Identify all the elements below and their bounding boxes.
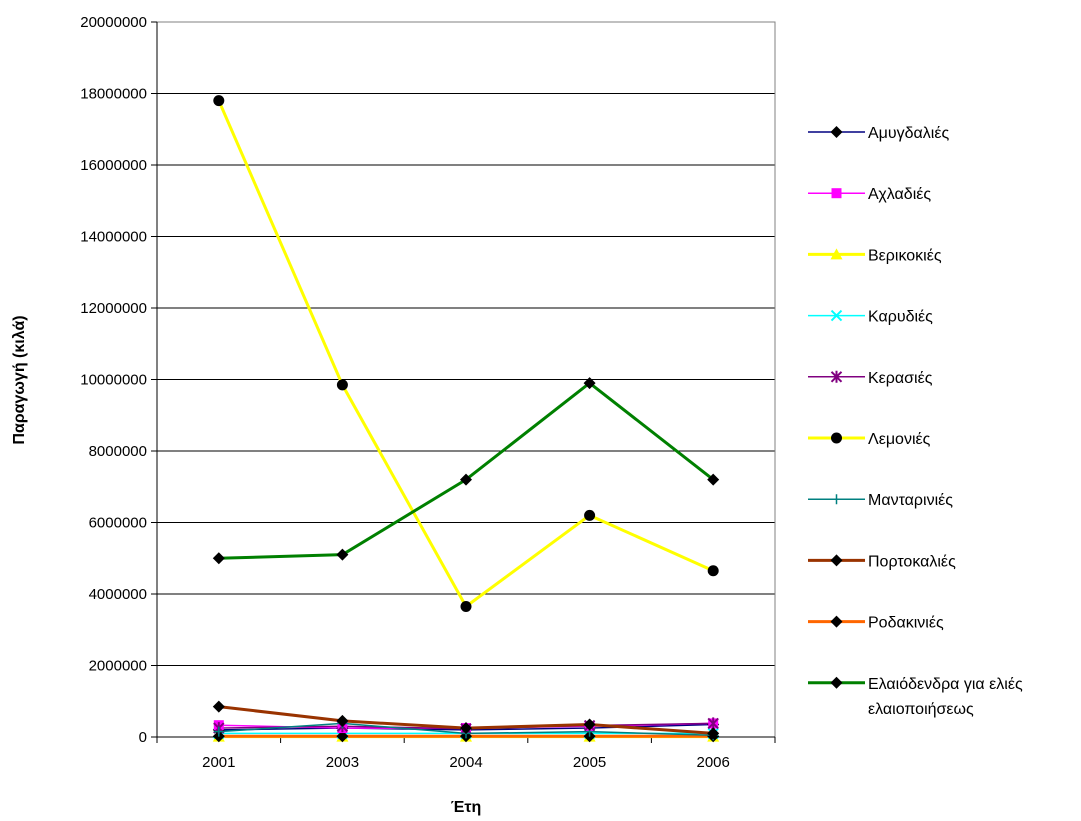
y-tick-label: 4000000 [89, 586, 147, 603]
legend-label: Αμυγδαλιές [868, 125, 949, 142]
legend-item: Πορτοκαλιές [808, 553, 956, 570]
y-axis: 0 2000000 4000000 6000000 8000000 10000000 120… [80, 14, 158, 746]
legend-marker [830, 554, 843, 567]
data-point [707, 727, 720, 740]
data-point [584, 509, 596, 521]
legend-marker [831, 432, 842, 444]
series-lines [217, 100, 715, 739]
data-point [460, 473, 472, 486]
y-tick-label: 14000000 [80, 229, 147, 246]
legend-marker [831, 494, 842, 505]
legend-marker [830, 370, 843, 383]
legend-marker [830, 615, 843, 628]
y-tick-label: 12000000 [80, 300, 147, 317]
legend-item: Ελαιόδενδρα για ελιές ελαιοποιήσεως [808, 676, 1023, 718]
legend-label: Λεμονιές [868, 431, 931, 448]
series-line [218, 381, 715, 560]
y-axis-title: Παραγωγή (κιλά) [11, 315, 28, 444]
data-point [583, 718, 596, 731]
data-point [336, 548, 349, 561]
legend-label: Πορτοκαλιές [868, 553, 956, 570]
legend-item: Μανταρινιές [808, 492, 953, 509]
x-tick-label: 2006 [697, 754, 730, 771]
x-tick-label: 2003 [326, 754, 359, 771]
y-tick-label: 20000000 [80, 14, 147, 31]
legend-marker [831, 188, 842, 199]
data-point [707, 473, 720, 486]
data-point [707, 565, 719, 577]
y-tick-label: 8000000 [89, 443, 147, 460]
legend-label: Κερασιές [868, 370, 933, 387]
series-line [217, 100, 714, 609]
x-tick-label: 2001 [202, 754, 235, 771]
data-point [336, 730, 349, 743]
y-tick-label: 2000000 [89, 658, 147, 675]
data-point [460, 722, 472, 735]
x-tick-label: 2004 [449, 754, 482, 771]
data-point [336, 714, 349, 727]
legend-marker [830, 248, 843, 260]
data-point [707, 717, 719, 730]
legend-label: Ελαιόδενδρα για ελιές ελαιοποιήσεως [868, 676, 1023, 718]
legend: Αμυγδαλιές Αχλαδιές Βερικοκιές Καρυδιές Κερα… [808, 125, 1023, 718]
legend-item: Κερασιές [808, 370, 933, 387]
legend-label: Αχλαδιές [868, 186, 931, 203]
y-tick-label: 0 [139, 729, 147, 746]
data-point [212, 552, 225, 565]
x-tick-label: 2005 [573, 754, 606, 771]
data-point [460, 601, 472, 613]
legend-item: Αχλαδιές [808, 186, 931, 203]
y-tick-label: 16000000 [80, 157, 147, 174]
y-tick-label: 6000000 [89, 515, 147, 532]
legend-item: Λεμονιές [808, 431, 931, 448]
legend-label: Καρυδιές [868, 309, 933, 326]
legend-label: Βερικοκιές [868, 247, 942, 264]
legend-marker [830, 126, 843, 138]
gridlines [157, 21, 775, 666]
y-tick-label: 18000000 [80, 86, 147, 103]
data-point [213, 95, 225, 107]
legend-label: Ροδακινιές [868, 615, 944, 632]
legend-marker [830, 676, 843, 689]
data-point [583, 377, 596, 390]
legend-marker [830, 309, 843, 322]
plot-area: 0 2000000 4000000 6000000 8000000 10000000 120… [80, 14, 776, 771]
data-point [336, 379, 348, 391]
legend-item: Ροδακινιές [808, 615, 944, 632]
series-markers [212, 95, 720, 743]
y-tick-label: 10000000 [80, 372, 147, 389]
data-point [213, 726, 224, 737]
data-point [212, 700, 225, 713]
legend-label: Μανταρινιές [868, 492, 953, 509]
legend-item: Καρυδιές [808, 309, 933, 326]
legend-item: Βερικοκιές [808, 247, 942, 264]
x-axis-title: Έτη [451, 799, 482, 816]
legend-item: Αμυγδαλιές [808, 125, 949, 142]
